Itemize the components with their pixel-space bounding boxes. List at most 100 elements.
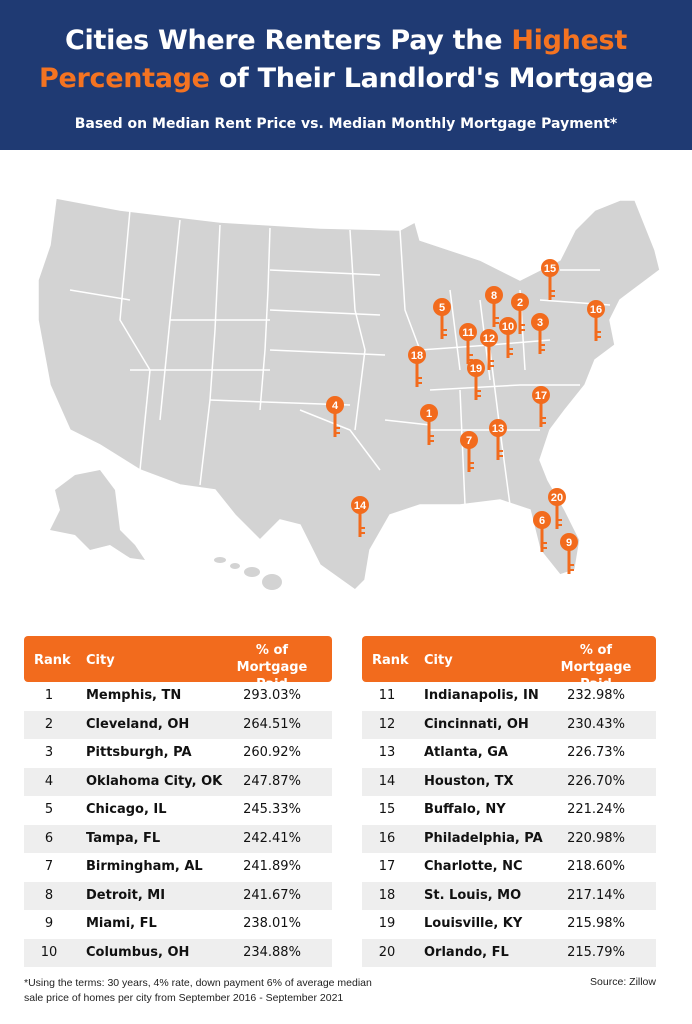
- table-row: 4 Oklahoma City, OK 247.87%: [24, 767, 332, 796]
- rank-cell: 8: [44, 887, 54, 903]
- pin-label-5: 5: [439, 302, 445, 314]
- source-credit: Source: Zillow: [590, 976, 656, 988]
- map-pin-19: 19: [467, 359, 485, 400]
- city-cell: Louisville, KY: [424, 916, 523, 931]
- map-pin-6: 6: [533, 511, 551, 552]
- rank-cell: 19: [378, 916, 396, 931]
- map-pin-2: 2: [511, 293, 529, 334]
- rank-cell: 11: [378, 688, 396, 703]
- header-city: City: [424, 653, 453, 668]
- pct-cell: 241.67%: [243, 887, 301, 903]
- table-row: 16 Philadelphia, PA 220.98%: [362, 824, 656, 853]
- table-body: 11 Indianapolis, IN 232.98% 12 Cincinnati, …: [362, 682, 656, 967]
- map-pin-20: 20: [548, 488, 566, 529]
- map-pin-5: 5: [433, 298, 451, 339]
- pct-cell: 260.92%: [243, 745, 301, 760]
- table-row: 19 Louisville, KY 215.98%: [362, 910, 656, 939]
- pct-cell: 226.70%: [567, 773, 625, 789]
- city-cell: Charlotte, NC: [424, 859, 523, 874]
- pin-label-14: 14: [354, 500, 367, 512]
- table-body: 1 Memphis, TN 293.03% 2 Cleveland, OH 264.51…: [24, 682, 332, 967]
- rank-cell: 14: [378, 773, 396, 789]
- pct-cell: 245.33%: [243, 802, 301, 817]
- header-city: City: [86, 653, 115, 668]
- map-pin-4: 4: [326, 396, 344, 437]
- title-highlight-1: Highest: [511, 25, 627, 56]
- rank-cell: 16: [378, 830, 396, 846]
- rank-cell: 9: [44, 916, 54, 931]
- pct-cell: 234.88%: [243, 944, 301, 960]
- table-row: 1 Memphis, TN 293.03%: [24, 682, 332, 711]
- table-row: 20 Orlando, FL 215.79%: [362, 938, 656, 967]
- pin-label-1: 1: [426, 408, 432, 420]
- table-row: 17 Charlotte, NC 218.60%: [362, 853, 656, 882]
- header-rank: Rank: [34, 653, 71, 668]
- table-row: 18 St. Louis, MO 217.14%: [362, 881, 656, 910]
- header-pct-line1: % of: [255, 643, 289, 658]
- map-pin-11: 11: [459, 323, 477, 364]
- header-pct-line1: % of: [579, 643, 613, 658]
- rank-cell: 3: [44, 745, 54, 760]
- pct-cell: 264.51%: [243, 716, 301, 732]
- pin-label-17: 17: [535, 390, 547, 402]
- rank-cell: 18: [378, 887, 396, 903]
- hawaii-shape: [214, 557, 282, 590]
- pin-label-9: 9: [566, 537, 572, 549]
- footnote-line-2: sale price of homes per city from Septem…: [24, 992, 344, 1004]
- map-pin-17: 17: [532, 386, 550, 427]
- rank-cell: 15: [378, 802, 396, 817]
- pin-label-15: 15: [544, 263, 556, 275]
- pct-cell: 217.14%: [567, 887, 625, 903]
- city-cell: Philadelphia, PA: [424, 830, 543, 846]
- pin-label-13: 13: [492, 423, 504, 435]
- map-pin-9: 9: [560, 533, 578, 574]
- table-row: 7 Birmingham, AL 241.89%: [24, 853, 332, 882]
- city-cell: Birmingham, AL: [86, 859, 203, 874]
- table-row: 10 Columbus, OH 234.88%: [24, 938, 332, 967]
- title-highlight-2: Percentage: [38, 63, 210, 94]
- pct-cell: 242.41%: [243, 830, 301, 846]
- table-row: 3 Pittsburgh, PA 260.92%: [24, 739, 332, 768]
- table-row: 2 Cleveland, OH 264.51%: [24, 710, 332, 739]
- pct-cell: 293.03%: [243, 688, 301, 703]
- table-row: 15 Buffalo, NY 221.24%: [362, 796, 656, 825]
- pin-label-19: 19: [470, 363, 482, 375]
- pct-cell: 218.60%: [567, 859, 625, 874]
- rank-cell: 4: [44, 773, 54, 789]
- pin-label-8: 8: [491, 290, 497, 302]
- map-pin-3: 3: [531, 313, 549, 354]
- table-row: 11 Indianapolis, IN 232.98%: [362, 682, 656, 711]
- us-map: 1 2 3 4 5 6 7 8 9 10 11 12 13 14 15 16 1…: [37, 197, 661, 591]
- city-cell: Oklahoma City, OK: [86, 773, 223, 789]
- rank-cell: 7: [44, 859, 54, 874]
- map-pin-8: 8: [485, 286, 503, 327]
- table-row: 6 Tampa, FL 242.41%: [24, 824, 332, 853]
- map-pin-7: 7: [460, 431, 478, 472]
- map-pin-12: 12: [480, 329, 498, 370]
- table-row: 5 Chicago, IL 245.33%: [24, 796, 332, 825]
- pct-cell: 232.98%: [567, 688, 625, 703]
- pin-label-7: 7: [466, 435, 472, 447]
- city-cell: Memphis, TN: [86, 688, 182, 703]
- pin-label-20: 20: [551, 492, 563, 504]
- header-banner: Cities Where Renters Pay the Highest Per…: [0, 0, 692, 150]
- city-cell: Pittsburgh, PA: [86, 745, 192, 760]
- footnote-line-1: *Using the terms: 30 years, 4% rate, dow…: [24, 977, 372, 989]
- pct-cell: 247.87%: [243, 773, 301, 789]
- pct-cell: 215.79%: [567, 944, 625, 960]
- map-pin-14: 14: [351, 496, 369, 537]
- city-cell: Chicago, IL: [86, 802, 167, 817]
- pct-cell: 230.43%: [567, 716, 625, 732]
- page-subtitle: Based on Median Rent Price vs. Median Mo…: [74, 116, 618, 132]
- map-pin-13: 13: [489, 419, 507, 460]
- city-cell: Columbus, OH: [86, 944, 190, 960]
- city-cell: Atlanta, GA: [424, 745, 508, 760]
- pin-label-3: 3: [537, 317, 543, 329]
- table-row: 12 Cincinnati, OH 230.43%: [362, 710, 656, 739]
- pct-cell: 226.73%: [567, 745, 625, 760]
- pin-label-18: 18: [411, 350, 423, 362]
- city-cell: Miami, FL: [86, 916, 157, 931]
- pct-cell: 215.98%: [567, 916, 625, 931]
